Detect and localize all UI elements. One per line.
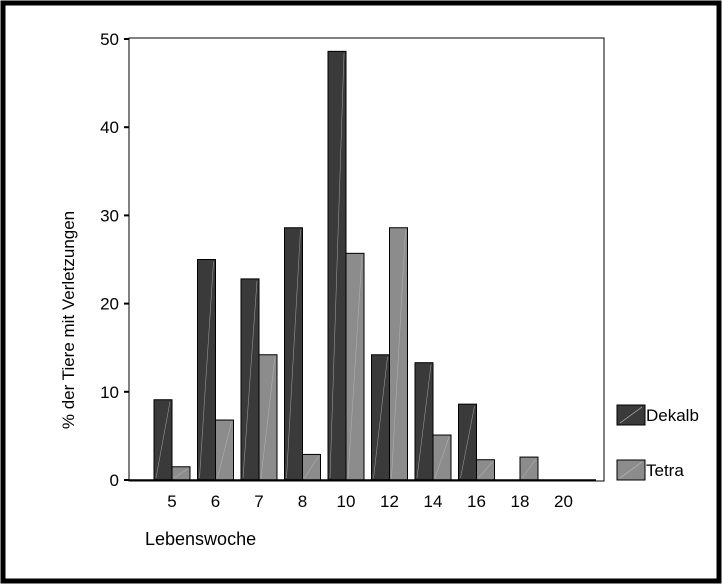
x-tick-label: 6	[211, 492, 220, 511]
y-tick-label: 50	[100, 30, 119, 49]
y-axis-label: % der Tiere mit Verletzungen	[59, 211, 78, 429]
bar-highlight	[155, 401, 171, 479]
bar-highlight	[173, 468, 189, 479]
x-tick-label: 12	[380, 492, 399, 511]
y-tick-label: 40	[100, 118, 119, 137]
bar-highlight	[260, 356, 276, 479]
x-tick-label: 10	[337, 492, 356, 511]
bar-highlight	[217, 421, 232, 479]
bar-highlight	[347, 255, 363, 479]
legend-label-tetra: Tetra	[646, 461, 684, 480]
bar-highlight	[416, 364, 432, 479]
bar-highlight	[460, 406, 475, 479]
bar-highlight	[373, 356, 388, 479]
x-tick-label: 14	[424, 492, 443, 511]
x-axis-label: Lebenswoche	[145, 529, 256, 549]
y-tick-label: 30	[100, 206, 119, 225]
x-tick-label: 7	[254, 492, 263, 511]
x-tick-label: 8	[298, 492, 307, 511]
bar-highlight	[478, 461, 493, 479]
y-tick-label: 10	[100, 383, 119, 402]
bar-highlight	[329, 53, 345, 479]
x-tick-label: 16	[467, 492, 486, 511]
y-tick-label: 0	[110, 471, 119, 490]
y-ticks: 0 10 20 30 40 50	[100, 30, 129, 490]
bar-highlight	[304, 456, 319, 479]
bar-highlight	[434, 436, 450, 479]
bar-highlight	[391, 229, 406, 479]
legend-label-dekalb: Dekalb	[646, 406, 699, 425]
legend: Dekalb Tetra	[616, 404, 699, 481]
x-tick-label: 5	[167, 492, 176, 511]
y-tick-label: 20	[100, 295, 119, 314]
bar-highlight	[286, 229, 301, 479]
x-tick-label: 18	[511, 492, 530, 511]
bars	[129, 50, 596, 481]
bar-highlight	[242, 280, 258, 479]
legend-swatch-highlight	[619, 461, 643, 479]
bar-highlight	[199, 261, 214, 479]
x-tick-label: 20	[554, 492, 573, 511]
legend-swatch-highlight	[619, 406, 643, 424]
bar-highlight	[521, 458, 537, 479]
x-ticks: 5 6 7 8 10 12 14 16 18 20	[167, 492, 573, 511]
